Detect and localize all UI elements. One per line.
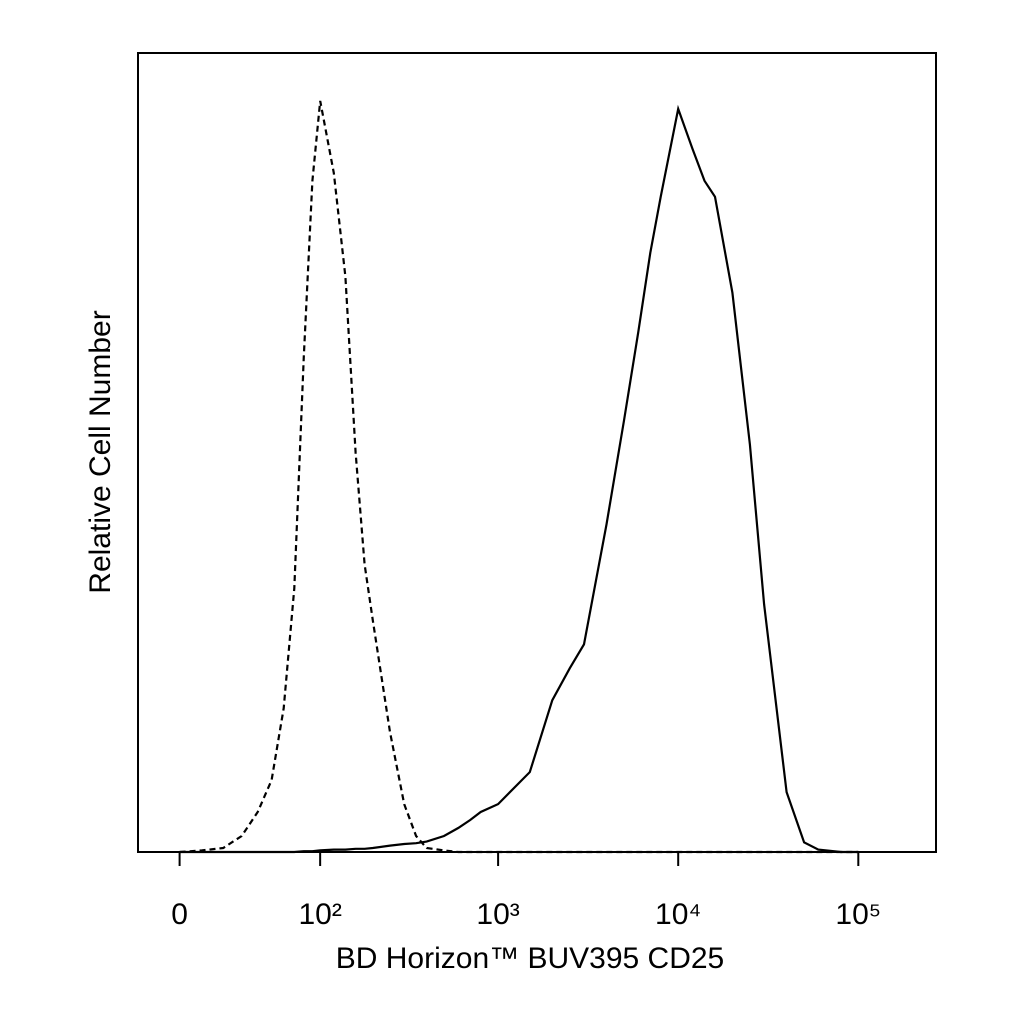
x-tick-label: 10³: [476, 898, 519, 931]
series-line: [179, 104, 859, 854]
series-line: [179, 100, 859, 854]
x-tick-label: 10⁴: [655, 898, 701, 931]
x-tick-label: 10⁵: [835, 898, 881, 931]
x-axis-label: BD Horizon™ BUV395 CD25: [336, 942, 725, 975]
x-tick-label: 10²: [298, 898, 341, 931]
y-axis-label: Relative Cell Number: [84, 310, 117, 593]
plot-frame: [137, 52, 937, 853]
x-tick-label: 0: [171, 898, 188, 931]
